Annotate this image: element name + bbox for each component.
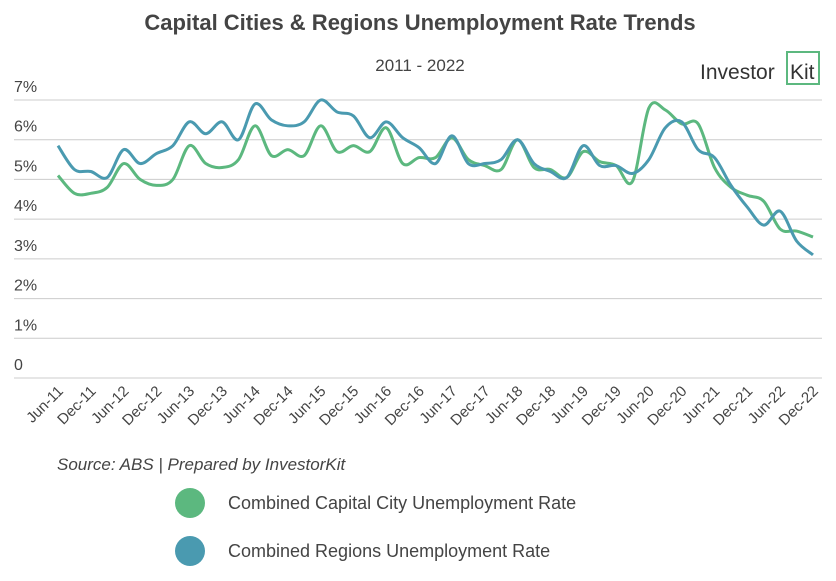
legend-swatch (175, 488, 205, 518)
source-note: Source: ABS | Prepared by InvestorKit (57, 455, 346, 474)
line-series (56, 101, 814, 239)
y-tick-label: 4% (14, 198, 37, 215)
y-tick-label: 1% (14, 317, 37, 334)
legend-swatch (175, 536, 205, 566)
y-tick-label: 7% (14, 79, 37, 96)
legend-label: Combined Regions Unemployment Rate (228, 541, 550, 561)
y-tick-label: 5% (14, 158, 37, 175)
y-tick-label: 6% (14, 119, 37, 136)
plot-area: 01%2%3%4%5%6%7%Jun-11Dec-11Jun-12Dec-12J… (14, 79, 822, 566)
y-tick-label: 3% (14, 238, 37, 255)
chart-subtitle: 2011 - 2022 (375, 56, 464, 75)
y-tick-label: 0 (14, 357, 23, 374)
line-series (56, 98, 814, 257)
legend-label: Combined Capital City Unemployment Rate (228, 493, 576, 513)
chart-title: Capital Cities & Regions Unemployment Ra… (144, 10, 695, 35)
logo-box (786, 51, 820, 85)
logo-box-text: Kit (790, 61, 815, 84)
logo-text: Investor (700, 61, 775, 84)
y-tick-label: 2% (14, 278, 37, 295)
